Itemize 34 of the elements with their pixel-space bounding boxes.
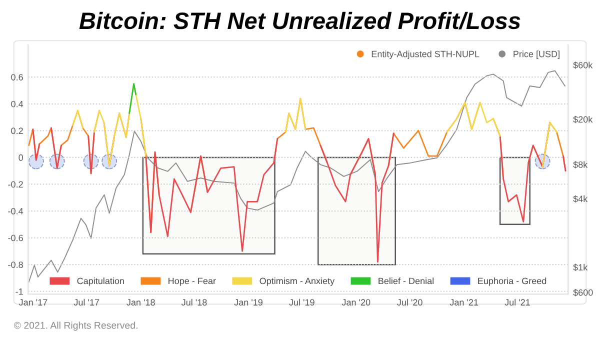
legend-label: Price [USD] xyxy=(514,50,560,60)
legend-label: Belief - Denial xyxy=(378,278,434,284)
y2-tick-label: $600 xyxy=(573,288,593,296)
x-tick-label: Jul '19 xyxy=(289,298,314,306)
annotation: Entity-Adjusted STH-NUPL xyxy=(372,50,480,60)
x-tick-label: Jan '17 xyxy=(18,299,48,306)
text: © 2021. All Rights Reserved. xyxy=(14,322,138,331)
legend-label: Euphoria - Greed xyxy=(478,278,546,286)
y-tick-label: -0.4 xyxy=(8,208,24,214)
x-tick-label: Jul '21 xyxy=(504,298,530,306)
legend-label: Hope - Fear xyxy=(168,278,216,286)
x-tick-label: Jan '19 xyxy=(234,299,262,306)
x-tick-label: Jul '17 xyxy=(74,298,100,306)
x-tick-label: Jan '18 xyxy=(126,299,155,306)
x-tick-label: Jan '21 xyxy=(450,299,478,306)
y2-tick-label: $8k xyxy=(573,161,588,168)
legend-label: Optimism - Anxiety xyxy=(260,278,335,286)
x-tick-label: Jan '20 xyxy=(342,299,370,306)
x-tick-label: Jul '18 xyxy=(181,298,207,306)
y-tick-label: -0.2 xyxy=(8,181,23,188)
x-tick-label: Jul '20 xyxy=(397,298,422,306)
y2-tick-label: $20k xyxy=(573,116,593,124)
y-tick-label: -1 xyxy=(16,288,23,295)
y2-tick-label: $60k xyxy=(573,62,593,69)
y2-tick-label: $1k xyxy=(573,264,588,272)
legend-label: Capitulation xyxy=(77,278,124,286)
y-tick-label: -0.8 xyxy=(8,262,23,268)
chart-title: Bitcoin: STH Net Unrealized Profit/Loss xyxy=(79,12,520,30)
y-tick-label: 0.2 xyxy=(11,128,23,134)
y-tick-label: 0.6 xyxy=(11,74,23,80)
y-tick-label: -0.6 xyxy=(8,234,23,242)
y2-tick-label: $4k xyxy=(573,195,588,203)
y-tick-label: 0.4 xyxy=(11,100,24,108)
y-tick-label: 0 xyxy=(18,154,23,161)
